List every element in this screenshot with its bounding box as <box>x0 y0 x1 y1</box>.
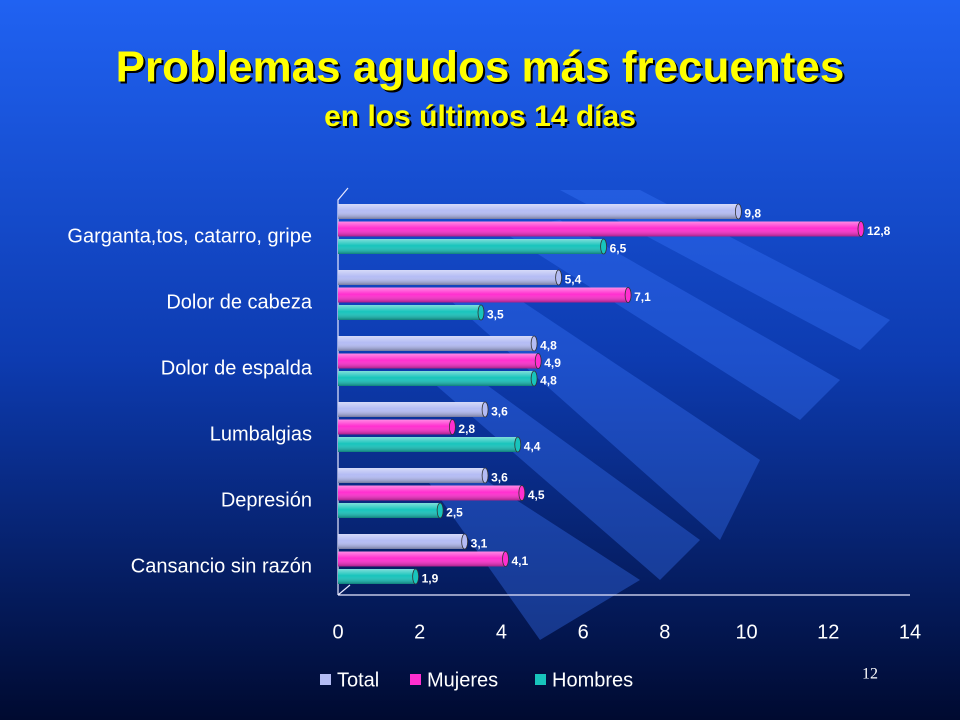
bar-shade <box>338 534 465 549</box>
value-label: 4,8 <box>540 339 557 353</box>
legend-label: Total <box>337 669 379 691</box>
legend-label: Mujeres <box>427 669 498 691</box>
value-label: 1,9 <box>422 572 439 586</box>
y-tick-label: Depresión <box>221 489 312 511</box>
bar-shade <box>338 551 506 567</box>
value-label: 2,8 <box>458 422 475 436</box>
bar-shade <box>338 353 539 369</box>
bar-shade <box>338 485 522 501</box>
bar-shade <box>338 239 604 254</box>
x-tick-label: 14 <box>899 621 921 643</box>
bar-cap <box>857 221 865 237</box>
bar-cap <box>600 238 607 255</box>
x-tick-label: 8 <box>659 621 670 643</box>
x-tick-label: 4 <box>496 621 507 643</box>
value-label: 3,1 <box>471 537 488 551</box>
bar-shade <box>338 371 535 386</box>
value-label: 9,8 <box>744 207 761 221</box>
bar-cap <box>412 568 420 585</box>
x-tick-label: 6 <box>578 621 589 643</box>
x-tick-label: 10 <box>735 621 757 643</box>
value-label: 3,6 <box>491 471 508 485</box>
bar-shade <box>338 569 416 584</box>
bar-shade <box>338 287 629 303</box>
bar-shade <box>338 437 518 452</box>
chart-title: Problemas agudos más frecuentes <box>116 43 845 92</box>
bar-cap <box>534 353 542 369</box>
legend-swatch <box>320 674 331 685</box>
value-label: 12,8 <box>867 224 891 238</box>
legend-label: Hombres <box>552 669 633 691</box>
bar-cap <box>624 287 632 303</box>
bar-shade <box>338 336 535 351</box>
chart-subtitle: en los últimos 14 días <box>324 100 636 133</box>
legend-swatch <box>410 674 421 685</box>
y-tick-label: Lumbalgias <box>210 423 312 445</box>
bar-shade <box>338 419 453 435</box>
value-label: 3,6 <box>491 405 508 419</box>
bar-cap <box>481 401 489 418</box>
slide-number: 12 <box>862 666 878 683</box>
value-label: 6,5 <box>610 242 627 256</box>
bar-cap <box>530 370 538 387</box>
value-label: 4,9 <box>544 356 561 370</box>
value-label: 4,1 <box>512 554 529 568</box>
bar-shade <box>338 305 481 320</box>
bar-cap <box>502 551 509 567</box>
value-label: 7,1 <box>634 290 651 304</box>
x-tick-label: 12 <box>817 621 839 643</box>
axis-frame <box>337 187 910 596</box>
value-label: 2,5 <box>446 506 463 520</box>
y-tick-label: Dolor de cabeza <box>166 291 313 313</box>
bar-cap <box>448 419 456 435</box>
bar-cap <box>436 502 444 519</box>
value-label: 3,5 <box>487 308 504 322</box>
bar-cap <box>514 436 522 453</box>
y-tick-label: Cansancio sin razón <box>131 555 312 577</box>
bar-cap <box>477 304 485 321</box>
bar-shade <box>338 402 486 417</box>
bar-shade <box>338 204 739 219</box>
bar-shade <box>338 503 441 518</box>
bar-shade <box>338 270 559 285</box>
y-tick-label: Garganta,tos, catarro, gripe <box>67 225 312 247</box>
value-label: 4,4 <box>524 440 541 454</box>
x-tick-label: 2 <box>414 621 425 643</box>
bar-cap <box>461 533 469 550</box>
value-label: 5,4 <box>565 273 582 287</box>
bar-cap <box>735 203 742 220</box>
value-label: 4,8 <box>540 374 557 388</box>
bar-cap <box>530 335 538 352</box>
bar-cap <box>481 467 489 484</box>
bar-cap <box>555 269 563 286</box>
value-label: 4,5 <box>528 488 545 502</box>
bar-shade <box>338 468 486 483</box>
legend-swatch <box>535 674 546 685</box>
bar-cap <box>518 485 526 501</box>
bar-shade <box>338 221 861 237</box>
x-tick-label: 0 <box>332 621 343 643</box>
y-tick-label: Dolor de espalda <box>161 357 313 379</box>
